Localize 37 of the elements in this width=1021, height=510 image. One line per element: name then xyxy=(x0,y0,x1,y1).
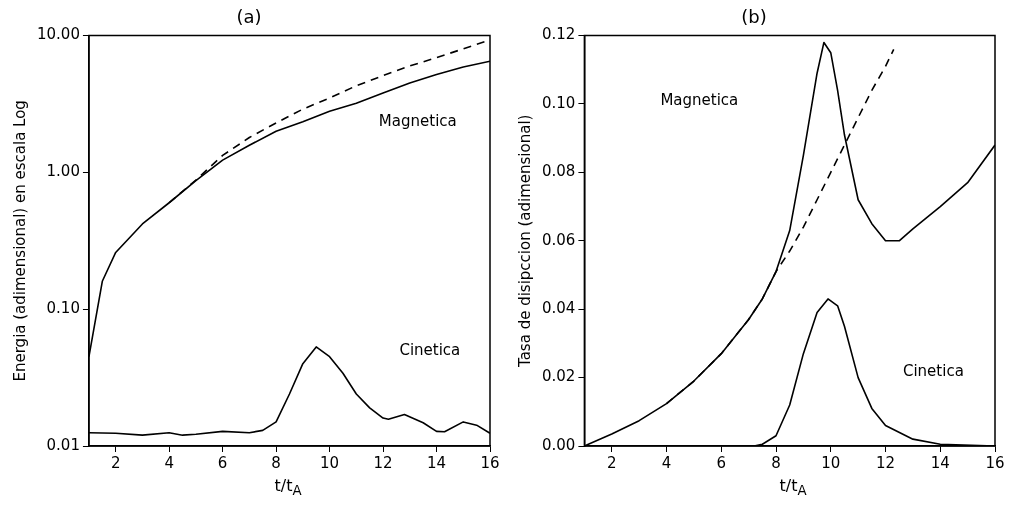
x-tick-label: 10 xyxy=(821,453,841,472)
y-tick-label: 10.00 xyxy=(36,25,80,44)
chart-title: (b) xyxy=(741,6,767,28)
annotation: Cinetica xyxy=(902,362,964,381)
y-tick-label: 0.10 xyxy=(541,93,576,112)
annotation: Cinetica xyxy=(399,341,461,360)
y-axis-title: Energia (adimensional) en escala Log xyxy=(10,100,29,382)
x-tick-label: 4 xyxy=(164,453,174,472)
x-tick-label: 2 xyxy=(110,453,121,472)
x-tick-label: 8 xyxy=(271,453,281,472)
y-tick-label: 0.08 xyxy=(541,162,576,181)
y-tick-label: 0.02 xyxy=(541,367,576,386)
x-tick-label: 8 xyxy=(771,453,781,472)
x-tick-label: 14 xyxy=(426,453,447,472)
annotation: Magnetica xyxy=(378,111,457,130)
x-axis-title: t/t$_{A}$ xyxy=(778,476,808,499)
y-tick-label: 0.12 xyxy=(541,25,576,44)
x-tick-label: 12 xyxy=(875,453,896,472)
y-tick-label: 0.10 xyxy=(46,299,80,318)
y-axis-title: Tasa de disipccion (adimensional) xyxy=(515,114,534,369)
y-tick-label: 0.06 xyxy=(541,230,576,249)
x-tick-label: 6 xyxy=(716,453,727,472)
x-tick-label: 16 xyxy=(480,453,500,472)
x-tick-label: 14 xyxy=(930,453,950,472)
y-tick-label: 0.00 xyxy=(541,435,576,454)
x-tick-label: 10 xyxy=(320,453,340,472)
y-tick-label: 1.00 xyxy=(46,162,80,181)
x-tick-label: 16 xyxy=(985,453,1005,472)
y-tick-label: 0.01 xyxy=(46,435,80,454)
x-tick-label: 2 xyxy=(607,453,617,472)
x-tick-label: 6 xyxy=(217,453,228,472)
annotation: Magnetica xyxy=(660,91,739,110)
x-tick-label: 4 xyxy=(661,453,672,472)
x-axis-title: t/t$_{A}$ xyxy=(273,476,303,499)
chart-title: (a) xyxy=(236,6,262,28)
x-tick-label: 12 xyxy=(373,453,393,472)
y-tick-label: 0.04 xyxy=(541,299,576,318)
